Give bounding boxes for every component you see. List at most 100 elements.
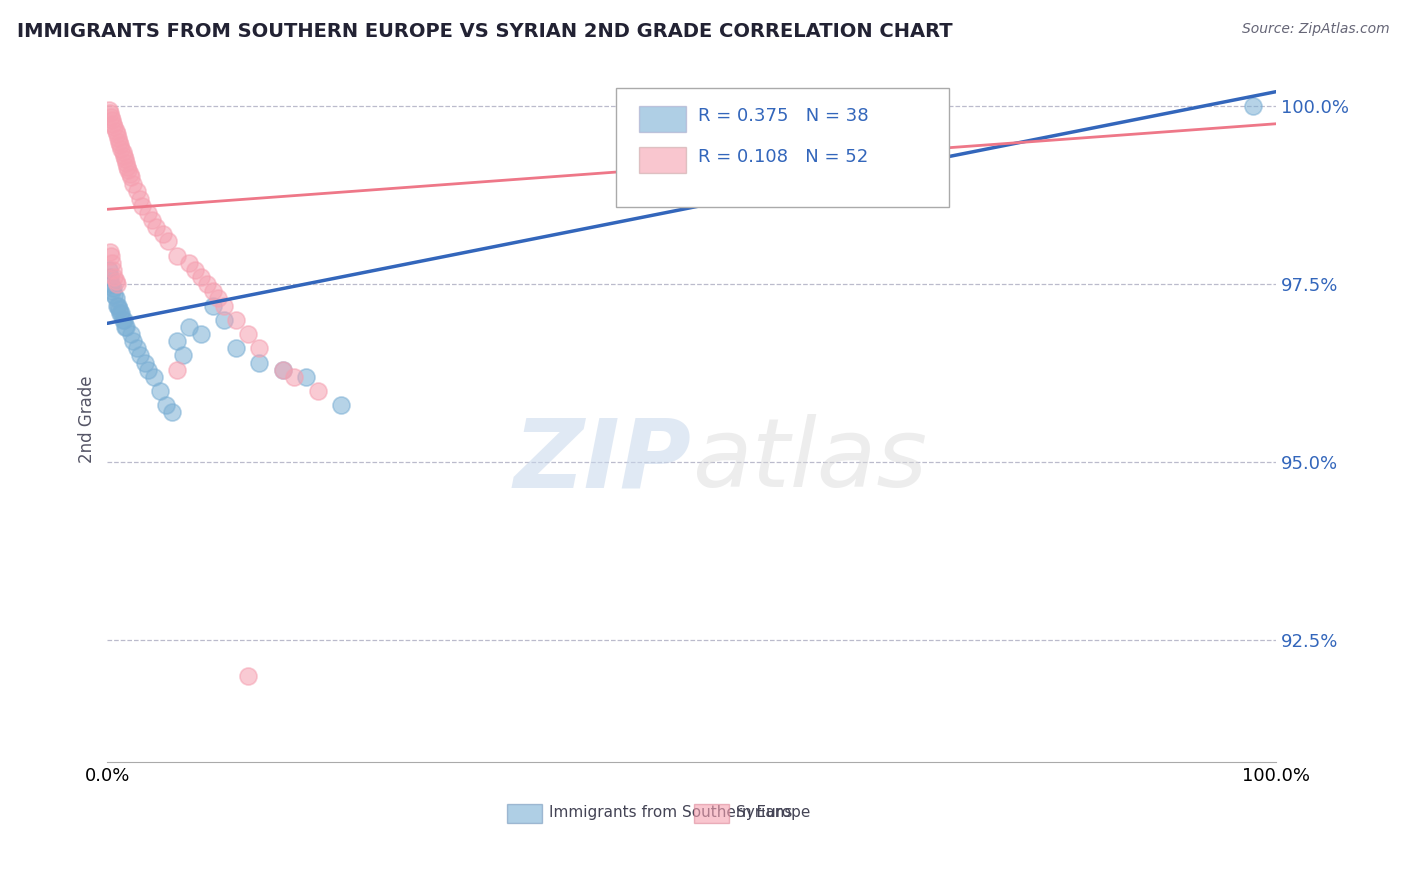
Point bbox=[100, 249, 122, 263]
FancyBboxPatch shape bbox=[640, 106, 686, 132]
Point bbox=[271, 362, 294, 376]
Point bbox=[98, 245, 121, 260]
Point bbox=[103, 117, 125, 131]
Point bbox=[117, 163, 139, 178]
Point bbox=[247, 341, 270, 355]
Text: IMMIGRANTS FROM SOUTHERN EUROPE VS SYRIAN 2ND GRADE CORRELATION CHART: IMMIGRANTS FROM SOUTHERN EUROPE VS SYRIA… bbox=[17, 22, 952, 41]
Point bbox=[112, 149, 135, 163]
Point bbox=[179, 319, 201, 334]
Point bbox=[1241, 99, 1264, 113]
Point bbox=[160, 405, 183, 419]
Point bbox=[271, 362, 294, 376]
Text: Immigrants from Southern Europe: Immigrants from Southern Europe bbox=[550, 805, 810, 821]
Point bbox=[125, 341, 148, 355]
Point bbox=[134, 355, 156, 369]
Point bbox=[179, 256, 201, 270]
Point bbox=[110, 142, 132, 156]
Point bbox=[114, 153, 136, 167]
Point bbox=[129, 192, 152, 206]
FancyBboxPatch shape bbox=[640, 147, 686, 173]
Point bbox=[115, 156, 138, 170]
Text: Source: ZipAtlas.com: Source: ZipAtlas.com bbox=[1241, 22, 1389, 37]
Point bbox=[166, 249, 188, 263]
Text: Syrians: Syrians bbox=[737, 805, 793, 821]
Point bbox=[110, 138, 132, 153]
Point bbox=[122, 178, 145, 192]
Point bbox=[108, 302, 131, 317]
Point bbox=[131, 199, 153, 213]
Point bbox=[212, 299, 235, 313]
Point bbox=[122, 334, 145, 348]
Text: atlas: atlas bbox=[692, 414, 927, 508]
Point bbox=[101, 285, 124, 299]
Text: R = 0.375   N = 38: R = 0.375 N = 38 bbox=[697, 107, 868, 126]
Point bbox=[143, 369, 166, 384]
Point bbox=[152, 227, 174, 242]
FancyBboxPatch shape bbox=[616, 87, 949, 208]
Point bbox=[98, 106, 121, 120]
Point bbox=[295, 369, 318, 384]
Point bbox=[103, 288, 125, 302]
Point bbox=[103, 281, 125, 295]
Point bbox=[104, 124, 127, 138]
Point bbox=[166, 334, 188, 348]
Point bbox=[103, 120, 125, 135]
Point bbox=[105, 277, 128, 292]
Text: ZIP: ZIP bbox=[513, 414, 692, 508]
Point bbox=[97, 263, 120, 277]
Point bbox=[104, 274, 127, 288]
Point bbox=[247, 355, 270, 369]
Point bbox=[101, 113, 124, 128]
Point bbox=[97, 103, 120, 117]
FancyBboxPatch shape bbox=[508, 804, 543, 823]
Point bbox=[129, 348, 152, 362]
Point bbox=[172, 348, 194, 362]
Point bbox=[236, 669, 259, 683]
FancyBboxPatch shape bbox=[695, 804, 730, 823]
Point bbox=[120, 170, 142, 185]
Point bbox=[212, 312, 235, 326]
Point bbox=[166, 362, 188, 376]
Point bbox=[105, 128, 128, 142]
Point bbox=[236, 326, 259, 341]
Point bbox=[283, 369, 305, 384]
Point bbox=[114, 319, 136, 334]
Point bbox=[149, 384, 172, 398]
Point bbox=[225, 312, 247, 326]
Point bbox=[225, 341, 247, 355]
Point bbox=[190, 326, 212, 341]
Point bbox=[195, 277, 218, 292]
Point bbox=[125, 185, 148, 199]
Text: R = 0.108   N = 52: R = 0.108 N = 52 bbox=[697, 148, 868, 167]
Point bbox=[112, 312, 135, 326]
Point bbox=[307, 384, 329, 398]
Point bbox=[104, 292, 127, 306]
Point bbox=[115, 319, 138, 334]
Point bbox=[145, 220, 167, 235]
Point bbox=[110, 305, 132, 319]
Point bbox=[190, 270, 212, 285]
Point bbox=[110, 305, 132, 319]
Point bbox=[103, 263, 125, 277]
Point bbox=[111, 145, 134, 160]
Y-axis label: 2nd Grade: 2nd Grade bbox=[79, 376, 96, 463]
Point bbox=[184, 263, 207, 277]
Point bbox=[117, 160, 139, 174]
Point bbox=[98, 270, 121, 285]
Point bbox=[100, 277, 122, 292]
Point bbox=[157, 235, 180, 249]
Point bbox=[207, 292, 229, 306]
Point bbox=[111, 312, 134, 326]
Point bbox=[201, 285, 224, 299]
Point bbox=[201, 299, 224, 313]
Point bbox=[101, 256, 124, 270]
Point bbox=[118, 167, 141, 181]
Point bbox=[105, 299, 128, 313]
Point bbox=[136, 362, 159, 376]
Point bbox=[107, 299, 129, 313]
Point bbox=[107, 131, 129, 145]
Point bbox=[141, 213, 163, 227]
Point bbox=[330, 398, 353, 412]
Point bbox=[100, 110, 122, 124]
Point bbox=[103, 270, 125, 285]
